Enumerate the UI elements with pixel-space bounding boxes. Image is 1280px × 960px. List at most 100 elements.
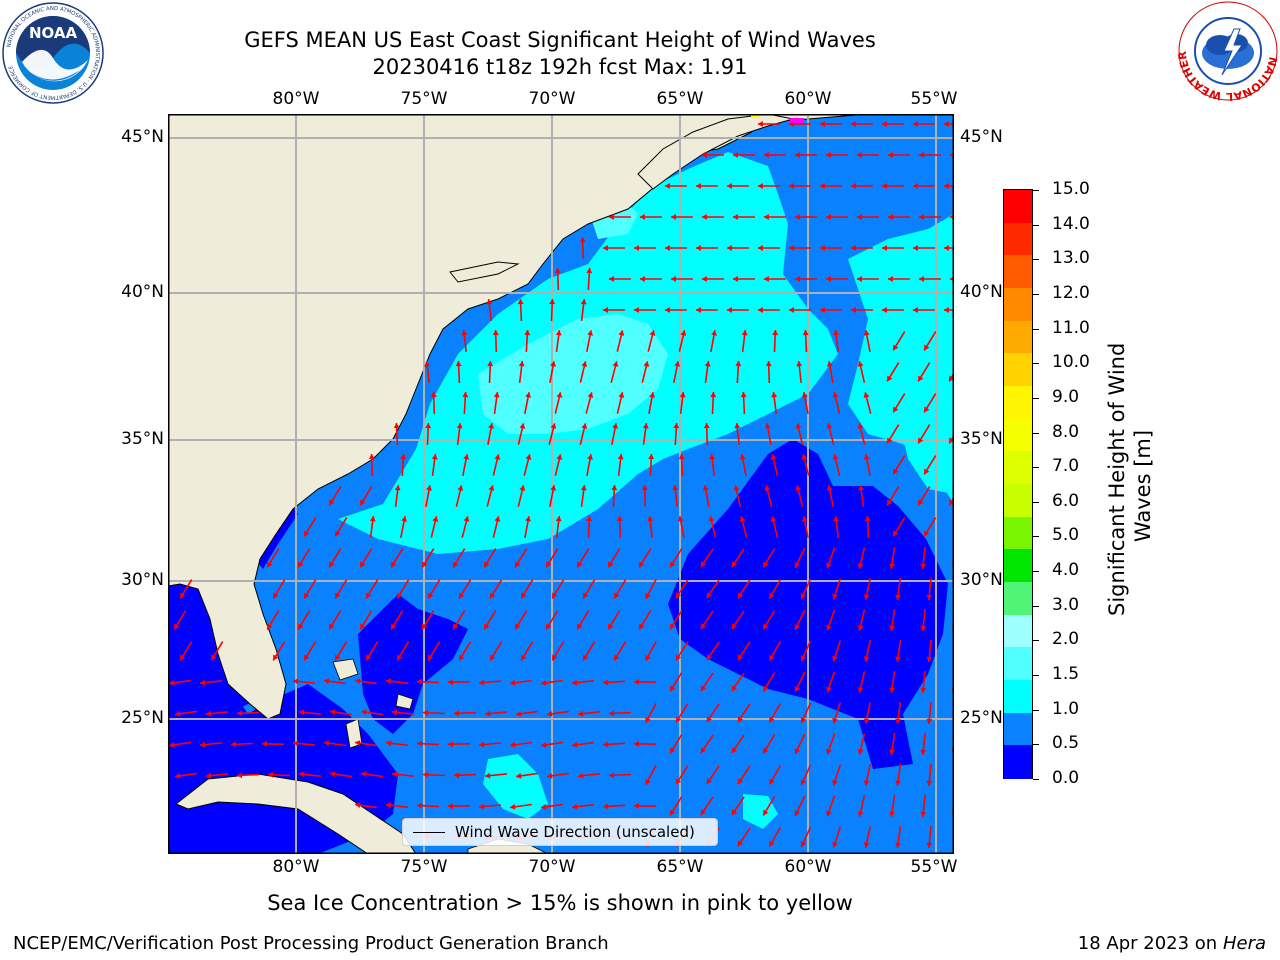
wave-arrow-head: [757, 307, 763, 313]
wave-arrow-head: [794, 276, 800, 282]
wave-arrow-head: [732, 276, 738, 282]
colorbar-label-line1: Significant Height of Wind: [1105, 342, 1129, 616]
lon-tick-bottom-55w: 55°W: [910, 857, 958, 877]
wave-arrow-head: [541, 679, 547, 686]
lon-tick-bottom-75w: 75°W: [400, 857, 448, 877]
wave-arrow-head: [769, 716, 775, 723]
wave-arrow-head: [463, 516, 470, 522]
wave-arrow-head: [679, 392, 686, 398]
wave-arrow-head: [633, 307, 639, 313]
wave-arrow-head: [608, 276, 614, 282]
wave-arrow-head: [267, 623, 273, 630]
wave-arrow-head: [485, 772, 491, 779]
colorbar-tick-label: 15.0: [1052, 179, 1090, 199]
colorbar-tick-mark: [1033, 709, 1039, 711]
colorbar-band: [1004, 451, 1032, 485]
wave-arrow-head: [169, 679, 175, 686]
colorbar-tick-label: 3.0: [1052, 594, 1080, 615]
wave-arrow-head: [236, 710, 242, 717]
producer-credit: NCEP/EMC/Verification Post Processing Pr…: [13, 933, 609, 954]
wave-arrow-head: [355, 802, 361, 809]
wave-arrow-head: [726, 307, 732, 313]
wave-arrow-head: [706, 654, 712, 661]
wave-arrow-head: [949, 499, 954, 506]
wave-arrow-head: [431, 454, 438, 460]
wave-arrow-head: [801, 454, 808, 460]
wave-arrow-head: [850, 307, 856, 313]
wave-arrow-head: [510, 803, 516, 810]
wave-arrow-head: [764, 423, 771, 429]
wave-arrow-head: [324, 740, 330, 747]
wave-arrow-head: [740, 392, 747, 398]
wave-arrow-head: [710, 392, 717, 398]
colorbar-tick-mark: [1033, 675, 1039, 677]
colorbar-tick-label: 6.0: [1052, 490, 1080, 511]
wave-arrow-head: [455, 361, 462, 367]
wave-arrow-head: [912, 245, 918, 251]
lon-tick-top-65w: 65°W: [656, 89, 704, 109]
wave-arrow-head: [510, 679, 516, 686]
wave-arrow-head: [519, 485, 526, 491]
wave-arrow-head: [521, 592, 527, 599]
wave-arrow-head: [518, 361, 525, 367]
wave-arrow-head: [678, 454, 685, 460]
colorbar-band: [1004, 386, 1032, 420]
lon-tick-top-80w: 80°W: [272, 89, 320, 109]
wave-arrow-head: [926, 594, 933, 600]
wave-arrow-head: [794, 152, 800, 158]
wave-arrow-head: [856, 276, 862, 282]
wave-arrow-head: [521, 654, 527, 661]
wave-arrow-head: [330, 771, 336, 778]
wave-arrow-head: [676, 778, 682, 785]
wave-arrow-head: [304, 530, 310, 537]
wave-arrow-head: [524, 330, 531, 336]
wave-arrow-head: [893, 344, 899, 351]
wave-arrow-head: [479, 741, 485, 748]
wave-arrow-head: [583, 654, 589, 661]
lon-tick-bottom-70w: 70°W: [528, 857, 576, 877]
wave-arrow-head: [200, 679, 206, 686]
wave-arrow-head: [648, 454, 655, 460]
wave-arrow-head: [577, 561, 583, 568]
wave-arrow-head: [857, 423, 864, 429]
wave-arrow-head: [369, 516, 376, 522]
wave-arrow-head: [361, 771, 367, 778]
wave-arrow-head: [555, 330, 562, 336]
wave-arrow-head: [424, 361, 431, 367]
wave-arrow-head: [676, 592, 682, 599]
wave-arrow-head: [825, 152, 831, 158]
wave-arrow-head: [757, 121, 763, 127]
wave-arrow-head: [299, 771, 305, 778]
wave-arrow-head: [324, 678, 330, 685]
wave-arrow-head: [583, 592, 589, 599]
wave-arrow-head: [709, 454, 716, 460]
wave-arrow-head: [920, 687, 927, 693]
wave-arrow-head: [920, 811, 927, 817]
nws-logo: NATIONAL WEATHER SERVICE: [1174, 0, 1280, 103]
wave-arrow-head: [801, 392, 808, 398]
wave-arrow-head: [832, 655, 838, 662]
wave-arrow-head: [893, 468, 899, 475]
wave-arrow-head: [417, 740, 423, 747]
wave-arrow-head: [763, 747, 769, 754]
colorbar-tick-mark: [1033, 571, 1039, 573]
wave-arrow-head: [664, 307, 670, 313]
colorbar-band: [1004, 190, 1032, 224]
wave-arrow-head: [670, 276, 676, 282]
wave-arrow-head: [639, 276, 645, 282]
wave-arrow-head: [550, 361, 556, 367]
wave-arrow-head: [763, 809, 769, 816]
wave-arrow-head: [920, 749, 927, 755]
wave-arrow-head: [731, 623, 738, 630]
wave-arrow-head: [850, 183, 856, 189]
wave-arrow-head: [541, 741, 547, 748]
colorbar-tick-mark: [1033, 779, 1039, 780]
wave-arrow-head: [711, 330, 717, 336]
wave-arrow-head: [360, 499, 366, 506]
colorbar-label: Significant Height of Wind Waves [m]: [1104, 342, 1156, 616]
wave-arrow-head: [428, 592, 434, 599]
wave-arrow-head: [800, 655, 807, 661]
wave-arrow-head: [918, 437, 924, 444]
wave-arrow-head: [857, 361, 864, 367]
wave-arrow-head: [918, 499, 924, 506]
